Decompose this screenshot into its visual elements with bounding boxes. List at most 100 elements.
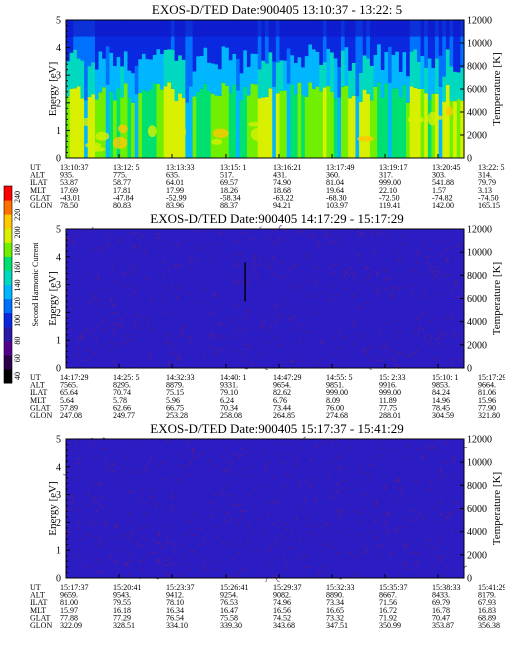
heatmap-cell [222,83,226,158]
colorbar-segment [4,242,12,257]
colorbar-segment [4,299,12,314]
y2-tick-label: 4000 [467,317,487,328]
heatmap-cell [175,101,179,158]
heatmap-cell [406,103,410,158]
heatmap-blob [357,136,374,142]
heatmap-cell [142,90,146,158]
heatmap-cell [388,47,392,83]
heatmap-cell [218,69,222,96]
heatmap-cell [294,94,298,158]
y2-axis-label: Temperature [K] [491,472,503,545]
heatmap-cell [337,67,341,97]
y2-tick-label: 0 [467,364,472,375]
heatmap-cell [185,103,189,158]
heatmap-cell [381,70,385,98]
heatmap-cell [370,66,374,101]
heatmap-cell [366,58,370,93]
y2-tick-label: 10000 [467,458,492,469]
info-row-label: GLON [30,621,52,630]
heatmap-texture [219,310,220,313]
y-axis-label: Energy [eV] [47,62,59,116]
heatmap-cell [232,84,236,158]
heatmap-cell [272,62,276,87]
colorbar-segment [4,327,12,342]
heatmap-cell [88,66,92,97]
heatmap-cell [258,69,262,98]
info-cell: 253.28 [166,411,188,420]
y-tick-label: 5 [56,225,61,236]
heatmap-cell [446,49,450,85]
heatmap-cell [392,89,396,158]
y-tick-label: 5 [56,16,61,27]
info-cell: 350.99 [379,621,401,630]
heatmap-cell [91,62,95,94]
heatmap-cell [305,97,309,158]
heatmap-cell [146,91,150,158]
heatmap-cell [308,44,312,82]
heatmap-cell [348,71,352,98]
heatmap-cell [417,62,421,89]
heatmap-cell [229,93,233,158]
heatmap-cell [279,91,283,158]
heatmap-cell [435,94,439,158]
y2-tick-label: 4000 [467,108,487,119]
heatmap-blob [118,124,128,133]
info-cell: 142.00 [432,201,454,210]
heatmap-cell [424,93,428,158]
heatmap-cell [413,49,417,88]
heatmap-cell [265,63,269,97]
heatmap-cell [160,90,164,158]
colorbar-segment [4,369,12,384]
heatmap-blob [85,142,101,148]
heatmap-cell [171,50,175,89]
info-cell: 321.80 [478,411,500,420]
colorbar-segment [4,355,12,370]
colorbar-tick-label: 60 [13,354,22,362]
heatmap-cell [323,62,327,87]
heatmap-cell [316,87,320,158]
heatmap-cell [149,89,153,158]
heatmap-cell [254,54,258,85]
info-cell: 347.51 [326,621,348,630]
heatmap-cell [77,58,81,86]
y2-tick-label: 2000 [467,550,487,561]
heatmap-cell [298,57,302,82]
y2-tick-label: 12000 [467,16,492,27]
heatmap-blob [213,128,229,138]
heatmap-cell [113,66,117,101]
heatmap-cell [214,95,218,158]
heatmap-cell [283,91,287,158]
info-cell: 353.87 [432,621,454,630]
heatmap-cell [247,95,251,158]
heatmap-cell [207,63,211,91]
info-cell: 322.09 [60,621,82,630]
heatmap-cell [207,91,211,158]
info-cell: 258.08 [220,411,242,420]
heatmap-cell [327,86,331,158]
heatmap-1 [66,20,465,158]
heatmap-cell [424,68,428,93]
info-cell: 334.10 [166,621,188,630]
heatmap-cell [392,55,396,89]
heatmap-cell [109,92,113,158]
colorbar-tick-label: 100 [13,315,22,327]
colorbar-segment [4,228,12,243]
heatmap-cell [374,55,378,87]
info-cell: 88.37 [220,201,238,210]
heatmap-texture [287,473,288,477]
heatmap-cell [410,52,414,87]
info-cell: 288.01 [379,411,401,420]
heatmap-cell [377,82,381,158]
heatmap-cell [124,51,128,83]
heatmap-cell [247,67,251,95]
heatmap-cell [330,52,334,92]
heatmap-cell [381,98,385,158]
y2-tick-label: 0 [467,154,472,165]
heatmap-cell [135,66,139,94]
heatmap-cell [363,90,367,158]
heatmap-cell [128,71,132,98]
y-tick-label: 1 [56,126,61,137]
heatmap-cell [402,52,406,85]
